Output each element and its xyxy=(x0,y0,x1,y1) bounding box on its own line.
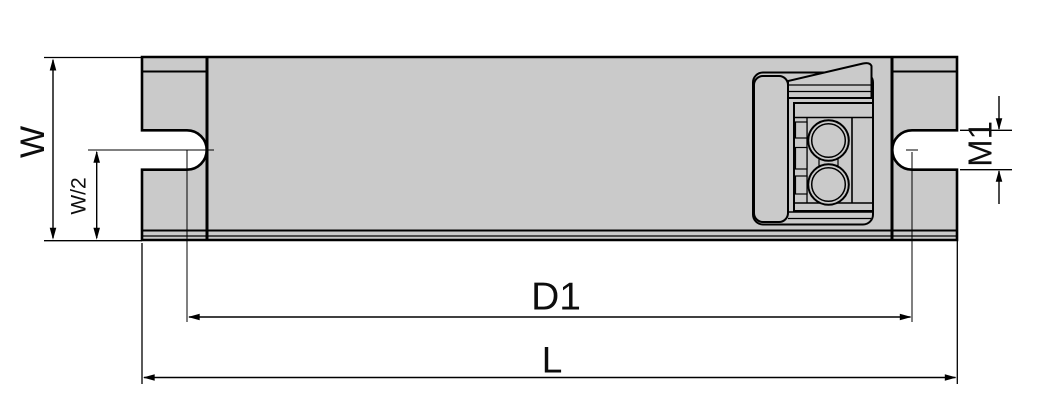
dimension-d1 xyxy=(188,313,912,321)
m1-arrow-top xyxy=(995,118,1003,130)
d1-arrow-right xyxy=(899,313,912,321)
dimension-l xyxy=(141,232,958,384)
dim-label-d1: D1 xyxy=(531,275,581,319)
terminal-notch-2 xyxy=(794,146,808,170)
terminal-lever-top xyxy=(787,62,873,99)
terminal-notch-3 xyxy=(794,175,808,195)
l-arrow-left xyxy=(143,374,155,381)
terminal-hole-bottom-outer xyxy=(807,163,850,206)
terminal-latch-bar xyxy=(753,75,789,223)
dim-label-l: L xyxy=(541,339,563,381)
dim-label-m1: M1 xyxy=(961,121,999,167)
l-arrow-right xyxy=(944,374,957,381)
m1-arrow-bottom xyxy=(995,170,1003,182)
d1-arrow-left xyxy=(188,313,200,321)
dim-label-w: W xyxy=(14,125,52,159)
w-arrow-top xyxy=(49,58,57,71)
terminal-hole-top-inner xyxy=(810,122,847,159)
w-arrow-bottom xyxy=(49,227,57,240)
dimension-w2 xyxy=(93,150,100,240)
dimension-w xyxy=(44,56,142,242)
dimension-m1 xyxy=(960,96,1012,204)
terminal-notch-1 xyxy=(794,121,808,139)
dim-label-w2: W/2 xyxy=(67,177,91,215)
w2-arrow-top xyxy=(93,150,100,163)
terminal-hole-bottom-inner xyxy=(810,166,847,203)
terminal-block xyxy=(752,62,874,226)
w2-arrow-bottom xyxy=(93,227,100,240)
terminal-hole-top-outer xyxy=(807,119,850,162)
